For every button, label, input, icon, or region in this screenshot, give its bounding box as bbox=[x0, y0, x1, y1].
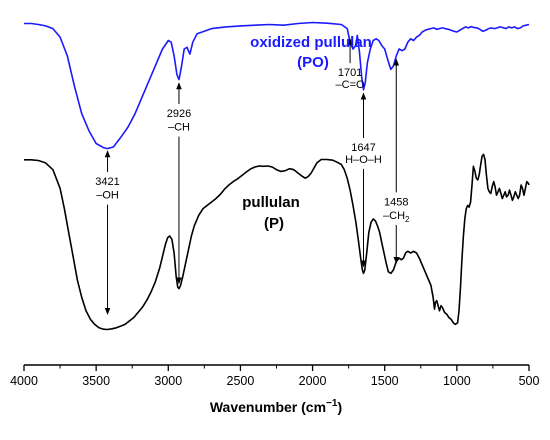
x-tick-label-1500: 1500 bbox=[371, 374, 399, 388]
x-tick-label-3000: 3000 bbox=[154, 374, 182, 388]
x-axis-title-main: Wavenumber (cm bbox=[210, 399, 326, 415]
x-tick-label-2500: 2500 bbox=[227, 374, 255, 388]
x-axis-title-sup: −1 bbox=[326, 398, 338, 409]
x-axis-title: Wavenumber (cm−1) bbox=[210, 398, 342, 415]
series-label-p-line2: (P) bbox=[264, 215, 284, 232]
x-tick-label-2000: 2000 bbox=[299, 374, 327, 388]
annotation-wavenumber-co: 1701 bbox=[338, 67, 362, 79]
series-line-p bbox=[24, 153, 530, 331]
x-tick-label-3500: 3500 bbox=[82, 374, 110, 388]
x-tick-label-1000: 1000 bbox=[443, 374, 471, 388]
series-label-po-line2: (PO) bbox=[297, 54, 329, 71]
annotation-group-co: –C=O bbox=[336, 79, 365, 91]
x-axis-ticks: 4000 3500 3000 2500 2000 1500 1000 500 bbox=[10, 365, 539, 388]
x-tick-label-4000: 4000 bbox=[10, 374, 38, 388]
annotation-group-oh: –OH bbox=[96, 190, 119, 202]
annotation-group-hoh: H–O–H bbox=[345, 154, 382, 166]
annotation-group-ch: –CH bbox=[168, 122, 190, 134]
series-label-p-line1: pullulan bbox=[242, 194, 300, 211]
series-line-po bbox=[24, 21, 530, 150]
annotation-wavenumber-oh: 3421 bbox=[95, 176, 119, 188]
annotation-wavenumber-ch2: 1458 bbox=[384, 196, 408, 208]
x-axis-title-end: ) bbox=[337, 399, 342, 415]
series-label-po-line1: oxidized pullulan bbox=[250, 34, 372, 51]
annotation-wavenumber-hoh: 1647 bbox=[351, 142, 375, 154]
series-lines bbox=[24, 21, 530, 331]
annotation-group-ch2: –CH2 bbox=[383, 210, 410, 224]
annotation-group-subscript-ch2: 2 bbox=[405, 215, 410, 224]
annotation-wavenumber-ch: 2926 bbox=[167, 108, 191, 120]
x-tick-label-500: 500 bbox=[519, 374, 540, 388]
